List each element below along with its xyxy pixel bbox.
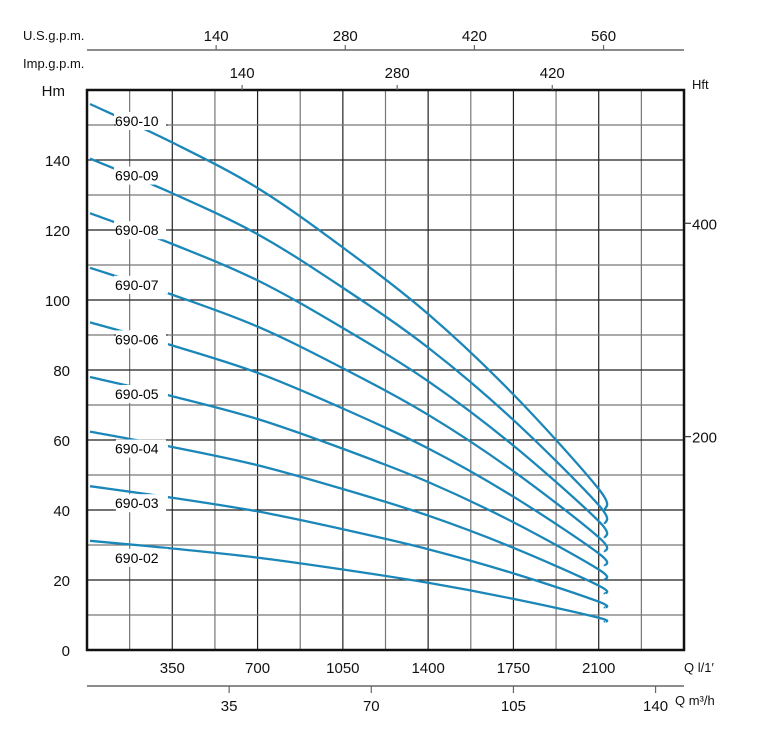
x-tick-label: 2100	[582, 660, 615, 677]
x-axis-us-gpm-title: U.S.g.p.m.	[23, 28, 84, 43]
x-axis-primary-title: Q l/1′	[684, 660, 714, 675]
x-us-gpm-tick-label: 420	[462, 28, 487, 45]
curve-690-08	[89, 212, 609, 539]
curve-690-06	[89, 321, 609, 567]
curve-label: 690-03	[115, 495, 159, 511]
y-tick-label: 20	[53, 573, 70, 590]
curve-label-background	[114, 166, 168, 185]
curve-label: 690-04	[115, 441, 159, 457]
curve-label-background	[114, 275, 168, 294]
y-tick-label: 140	[45, 153, 70, 170]
y-tick-label: 60	[53, 433, 70, 450]
y-axis-left-title: Hm	[42, 83, 65, 100]
curve-label-background	[114, 548, 168, 567]
curve-690-03	[89, 485, 609, 610]
y-tick-label: 80	[53, 363, 70, 380]
x-secondary-tick-label: 105	[501, 698, 526, 715]
curve-label: 690-07	[115, 277, 159, 293]
x-us-gpm-tick-label: 280	[333, 28, 358, 45]
y-right-tick-label: 200	[692, 430, 717, 447]
spacer	[114, 0, 168, 370]
x-us-gpm-tick-label: 140	[204, 28, 229, 45]
curve-label: 690-02	[115, 550, 159, 566]
x-secondary-tick-label: 70	[363, 698, 380, 715]
x-secondary-tick-label: 35	[221, 698, 238, 715]
x-tick-label: 1050	[326, 660, 359, 677]
x-tick-label: 1750	[497, 660, 530, 677]
curve-label-background	[114, 112, 168, 130]
curve-690-09	[89, 157, 609, 525]
curve-690-04	[89, 430, 609, 596]
y-tick-label: 120	[45, 223, 70, 240]
x-tick-label: 700	[245, 660, 270, 677]
spacer	[114, 0, 168, 90]
curve-label: 690-05	[115, 386, 159, 402]
curve-label-background	[114, 494, 168, 513]
plot-frame	[85, 88, 686, 652]
x-imp-gpm-tick-label: 140	[230, 65, 255, 82]
x-axis-imp-gpm-title: Imp.g.p.m.	[23, 56, 84, 71]
y-axis-right-title: Hft	[692, 77, 709, 92]
x-imp-gpm-tick-label: 280	[385, 65, 410, 82]
y-tick-label: 100	[45, 293, 70, 310]
y-right-tick-label: 400	[692, 216, 717, 233]
curve-690-10	[89, 102, 609, 511]
curve-label: 690-10	[115, 113, 159, 129]
curve-690-02	[89, 539, 609, 624]
spacer	[114, 0, 168, 195]
curve-label-background	[114, 221, 168, 240]
y-tick-label: 40	[53, 503, 70, 520]
curve-690-05	[89, 375, 609, 582]
x-axis-secondary-title: Q m³/h	[675, 693, 715, 708]
x-us-gpm-tick-label: 560	[591, 28, 616, 45]
curve-690-07	[89, 266, 609, 553]
curve-label: 690-09	[115, 168, 159, 184]
curve-label-background	[114, 330, 168, 349]
x-tick-label: 1400	[411, 660, 444, 677]
y-tick-label: 0	[62, 643, 70, 660]
x-imp-gpm-tick-label: 420	[540, 65, 565, 82]
curve-label-background	[114, 385, 168, 403]
curve-label: 690-06	[115, 331, 159, 347]
x-tick-label: 350	[160, 660, 185, 677]
curve-label-background	[114, 439, 168, 458]
curve-label: 690-08	[115, 222, 159, 238]
x-secondary-tick-label: 140	[643, 698, 668, 715]
